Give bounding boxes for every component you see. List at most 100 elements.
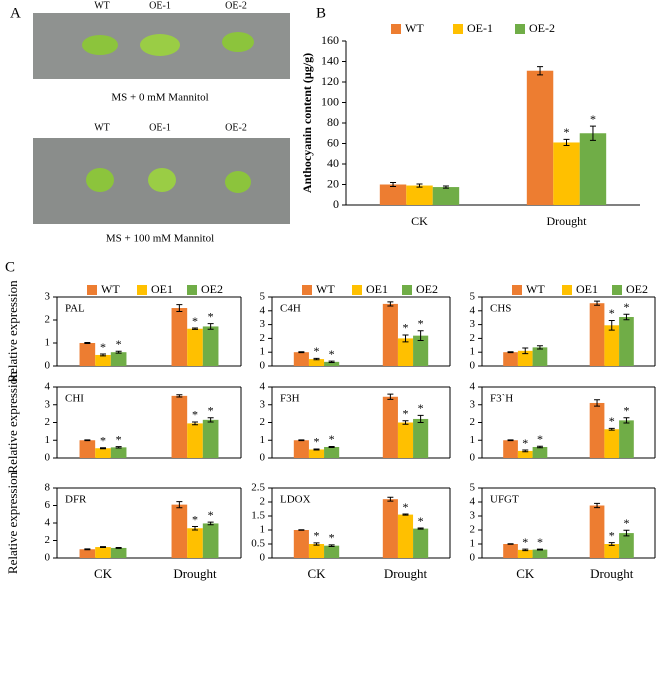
photo-label: OE-2 xyxy=(225,0,247,11)
x-tick-label: Drought xyxy=(590,566,634,581)
legend-label: OE2 xyxy=(201,282,223,296)
x-tick-label: CK xyxy=(411,214,428,228)
y-tick-label: 0 xyxy=(260,360,266,372)
legend-swatch xyxy=(562,285,572,295)
bar xyxy=(79,343,96,366)
significance-mark: * xyxy=(609,306,615,320)
y-tick-label: 4 xyxy=(45,517,51,529)
bar xyxy=(324,361,340,366)
panel-label: A xyxy=(10,5,21,21)
significance-mark: * xyxy=(537,432,543,446)
y-tick-label: 100 xyxy=(321,94,339,108)
y-tick-label: 20 xyxy=(327,176,339,190)
bar xyxy=(532,549,548,558)
bar xyxy=(95,354,111,366)
bar xyxy=(171,308,188,366)
y-tick-label: 4 xyxy=(260,381,266,393)
photo-caption: MS + 100 mM Mannitol xyxy=(106,233,214,245)
bar xyxy=(79,440,96,458)
y-tick-label: 3 xyxy=(470,318,476,330)
significance-mark: * xyxy=(192,314,198,328)
legend-label: OE1 xyxy=(366,282,388,296)
significance-mark: * xyxy=(403,321,409,335)
significance-mark: * xyxy=(116,432,122,446)
bar xyxy=(517,549,533,558)
gene-label: C4H xyxy=(280,303,301,315)
error-bar xyxy=(100,447,106,450)
error-bar xyxy=(176,501,183,509)
legend-swatch xyxy=(137,285,147,295)
error-bar xyxy=(84,439,91,442)
x-tick-label: CK xyxy=(307,566,326,581)
error-bar xyxy=(536,548,543,551)
significance-mark: * xyxy=(314,344,320,358)
legend-swatch xyxy=(302,285,312,295)
y-tick-label: 0 xyxy=(260,552,266,564)
error-bar xyxy=(207,417,214,423)
significance-mark: * xyxy=(329,432,335,446)
error-bar xyxy=(84,548,91,551)
bar xyxy=(308,544,325,558)
photo-label: WT xyxy=(94,0,110,11)
bar xyxy=(171,395,188,458)
y-tick-label: 5 xyxy=(260,291,266,303)
photo-1 xyxy=(33,13,290,79)
bar xyxy=(619,533,634,558)
error-bar xyxy=(608,542,615,546)
error-bar xyxy=(402,334,409,343)
bar xyxy=(397,514,414,558)
y-tick-label: 0.5 xyxy=(251,538,265,550)
bar xyxy=(397,422,414,458)
y-tick-label: 4 xyxy=(470,496,476,508)
bar xyxy=(110,547,127,558)
significance-mark: * xyxy=(208,508,214,522)
error-bar xyxy=(536,445,543,449)
y-tick-label: 1 xyxy=(470,538,476,550)
x-tick-label: Drought xyxy=(384,566,428,581)
y-tick-label: 0 xyxy=(470,452,476,464)
y-tick-label: 0 xyxy=(470,552,476,564)
y-tick-label: 2 xyxy=(45,534,51,546)
error-bar xyxy=(589,125,596,141)
error-bar xyxy=(115,547,122,549)
y-tick-label: 3 xyxy=(45,291,51,303)
error-bar xyxy=(507,543,514,545)
error-bar xyxy=(207,521,214,526)
x-tick-label: Drought xyxy=(547,214,588,228)
error-bar xyxy=(522,548,529,552)
legend-swatch xyxy=(612,285,622,295)
gene-label: UFGT xyxy=(490,494,519,506)
bar xyxy=(293,530,309,558)
bar xyxy=(293,352,309,366)
significance-mark: * xyxy=(329,347,335,361)
y-axis-label: Relative expression xyxy=(5,371,20,474)
legend-label: OE1 xyxy=(151,282,173,296)
bar xyxy=(379,184,407,205)
x-tick-label: CK xyxy=(94,566,113,581)
bar xyxy=(110,352,127,366)
bar xyxy=(619,420,634,458)
y-tick-label: 0 xyxy=(260,452,266,464)
bar xyxy=(413,418,429,458)
error-bar xyxy=(623,313,630,321)
bar xyxy=(517,450,533,458)
significance-mark: * xyxy=(623,300,629,314)
error-bar xyxy=(402,513,409,516)
significance-mark: * xyxy=(403,500,409,514)
error-bar xyxy=(328,360,335,364)
error-bar xyxy=(608,427,615,431)
gene-label: PAL xyxy=(65,303,85,315)
error-bar xyxy=(328,544,335,548)
bar xyxy=(95,448,111,458)
error-bar xyxy=(328,445,335,449)
bar xyxy=(604,429,620,458)
bar xyxy=(604,325,620,366)
bar xyxy=(503,352,518,366)
legend-label: WT xyxy=(526,282,545,296)
bar xyxy=(308,449,325,458)
error-bar xyxy=(563,138,570,147)
bar xyxy=(95,547,111,558)
error-bar xyxy=(387,393,394,400)
significance-mark: * xyxy=(590,112,596,126)
bar xyxy=(406,185,433,205)
